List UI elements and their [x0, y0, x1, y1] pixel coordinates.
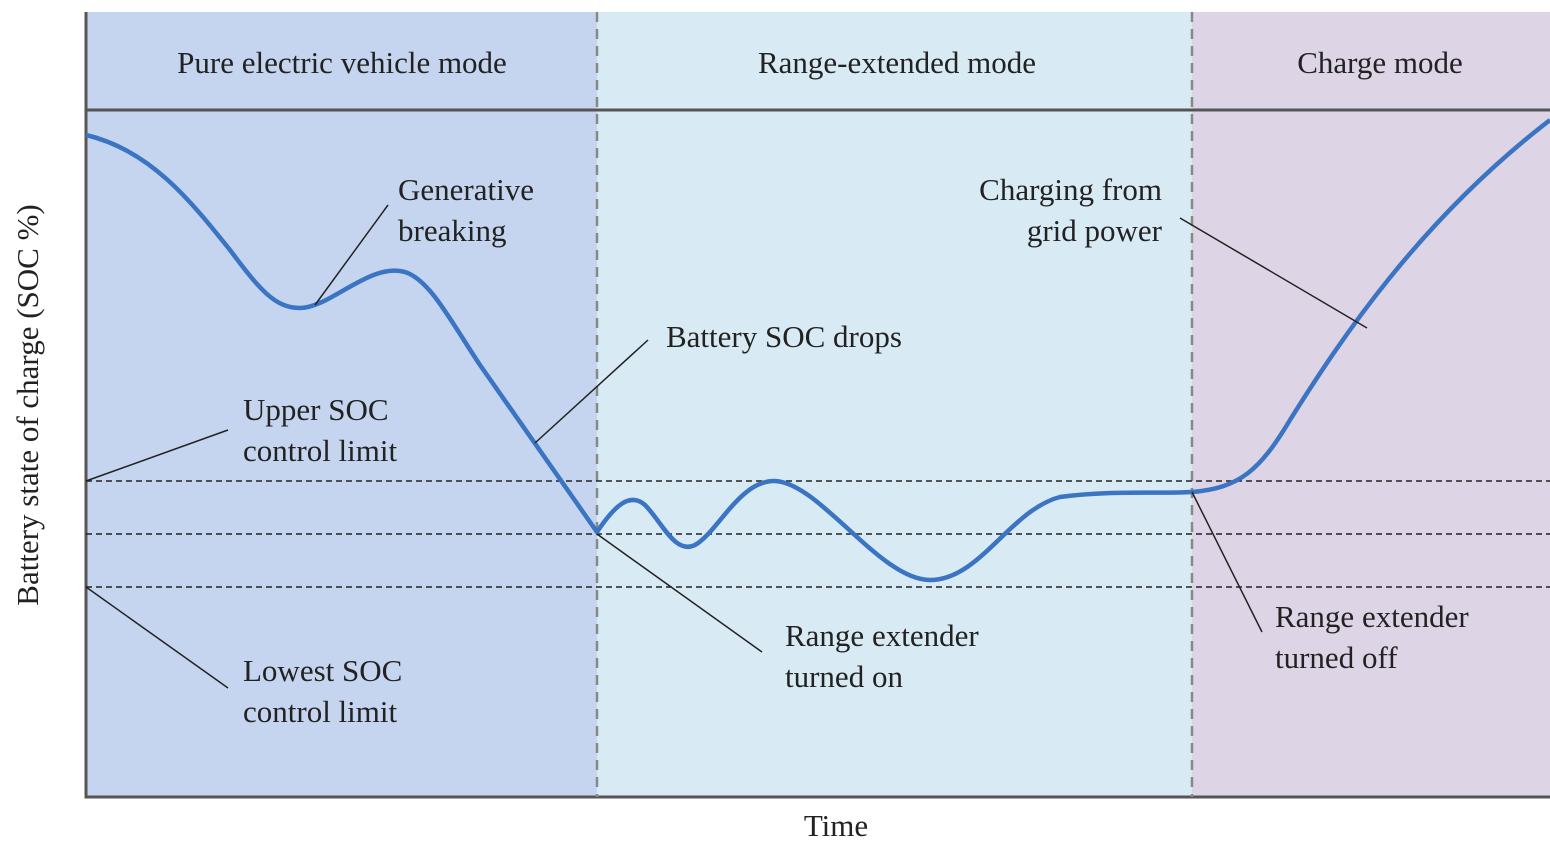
callout-lines — [85, 204, 1368, 689]
soc-limits — [86, 480, 1550, 588]
x-axis-label: Time — [804, 808, 868, 841]
annotation: turned off — [1275, 640, 1398, 675]
annotation: Range extender — [1275, 599, 1469, 634]
annotation: control limit — [243, 694, 398, 729]
soc-curve — [85, 118, 1550, 583]
mode-label: Charge mode — [1297, 45, 1463, 80]
mode-label: Pure electric vehicle mode — [177, 45, 507, 80]
callout — [534, 339, 649, 444]
annotation: Generative — [398, 172, 534, 207]
callout — [314, 204, 389, 306]
callout — [85, 586, 229, 689]
annotation: Battery SOC drops — [666, 319, 902, 354]
range-extended-region — [597, 12, 1192, 797]
callout — [596, 533, 763, 653]
annotation: grid power — [1027, 213, 1163, 248]
callout — [1191, 491, 1263, 633]
y-axis-label: Battery state of charge (SOC %) — [10, 204, 45, 605]
ev-mode-region — [86, 12, 597, 797]
annotation: Range extender — [785, 618, 979, 653]
callout — [85, 429, 229, 482]
annotation: breaking — [398, 213, 506, 248]
annotation: Charging from — [979, 172, 1162, 207]
mode-label: Range-extended mode — [758, 45, 1036, 80]
annotation: turned on — [785, 659, 903, 694]
charge-mode-region — [1192, 12, 1550, 797]
callout — [1179, 217, 1368, 329]
annotation: control limit — [243, 433, 398, 468]
axes — [84, 12, 1550, 799]
annotation: Lowest SOC — [243, 653, 402, 688]
annotation: Upper SOC — [243, 392, 389, 427]
